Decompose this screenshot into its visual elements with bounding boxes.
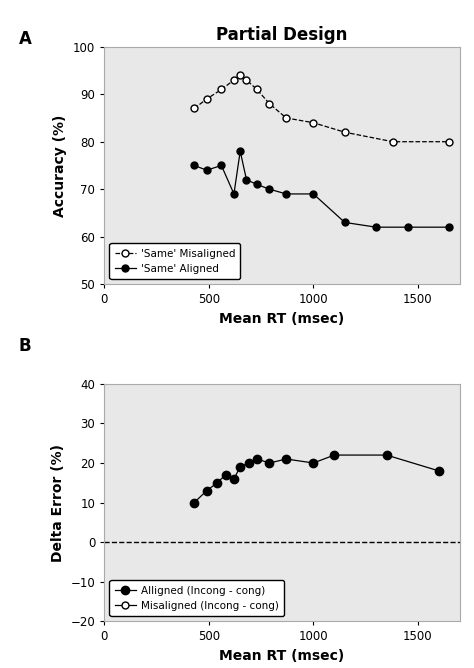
'Same' Aligned <box>191 162 197 170</box>
Alligned (Incong - cong) <box>231 475 237 483</box>
Alligned (Incong - cong) <box>310 459 316 467</box>
Alligned (Incong - cong) <box>237 463 243 471</box>
Alligned (Incong - cong) <box>246 459 251 467</box>
Line: Alligned (Incong - cong): Alligned (Incong - cong) <box>190 451 443 507</box>
Alligned (Incong - cong) <box>436 467 442 475</box>
'Same' Aligned <box>310 190 316 198</box>
'Same' Aligned <box>219 162 224 170</box>
'Same' Aligned <box>237 147 243 155</box>
'Same' Misaligned <box>231 76 237 84</box>
X-axis label: Mean RT (msec): Mean RT (msec) <box>219 312 345 326</box>
'Same' Aligned <box>267 185 273 193</box>
'Same' Misaligned <box>254 86 260 94</box>
'Same' Aligned <box>231 190 237 198</box>
Line: 'Same' Aligned: 'Same' Aligned <box>191 148 453 230</box>
Alligned (Incong - cong) <box>214 479 220 487</box>
Alligned (Incong - cong) <box>191 498 197 506</box>
Alligned (Incong - cong) <box>267 459 273 467</box>
'Same' Aligned <box>342 218 347 226</box>
'Same' Misaligned <box>447 138 452 146</box>
'Same' Misaligned <box>310 119 316 127</box>
Text: B: B <box>19 337 32 355</box>
Y-axis label: Delta Error (%): Delta Error (%) <box>51 444 65 562</box>
'Same' Misaligned <box>244 76 249 84</box>
'Same' Misaligned <box>283 114 289 122</box>
'Same' Misaligned <box>204 95 210 103</box>
Alligned (Incong - cong) <box>204 487 210 495</box>
'Same' Aligned <box>447 223 452 231</box>
'Same' Misaligned <box>191 104 197 112</box>
'Same' Misaligned <box>219 86 224 94</box>
'Same' Aligned <box>283 190 289 198</box>
'Same' Misaligned <box>267 100 273 108</box>
Alligned (Incong - cong) <box>283 455 289 463</box>
Alligned (Incong - cong) <box>384 451 390 459</box>
'Same' Misaligned <box>390 138 396 146</box>
'Same' Misaligned <box>237 71 243 79</box>
Legend: Alligned (Incong - cong), Misaligned (Incong - cong): Alligned (Incong - cong), Misaligned (In… <box>109 580 284 616</box>
Alligned (Incong - cong) <box>254 455 260 463</box>
'Same' Misaligned <box>342 128 347 136</box>
Text: A: A <box>19 30 32 48</box>
Title: Partial Design: Partial Design <box>216 26 348 44</box>
'Same' Aligned <box>254 180 260 188</box>
Alligned (Incong - cong) <box>331 451 337 459</box>
X-axis label: Mean RT (msec): Mean RT (msec) <box>219 649 345 663</box>
'Same' Aligned <box>204 166 210 174</box>
Legend: 'Same' Misaligned, 'Same' Aligned: 'Same' Misaligned, 'Same' Aligned <box>109 243 240 279</box>
'Same' Aligned <box>244 176 249 184</box>
Y-axis label: Accuracy (%): Accuracy (%) <box>54 114 67 216</box>
Alligned (Incong - cong) <box>223 471 228 479</box>
Line: 'Same' Misaligned: 'Same' Misaligned <box>191 71 453 145</box>
'Same' Aligned <box>405 223 410 231</box>
'Same' Aligned <box>374 223 379 231</box>
